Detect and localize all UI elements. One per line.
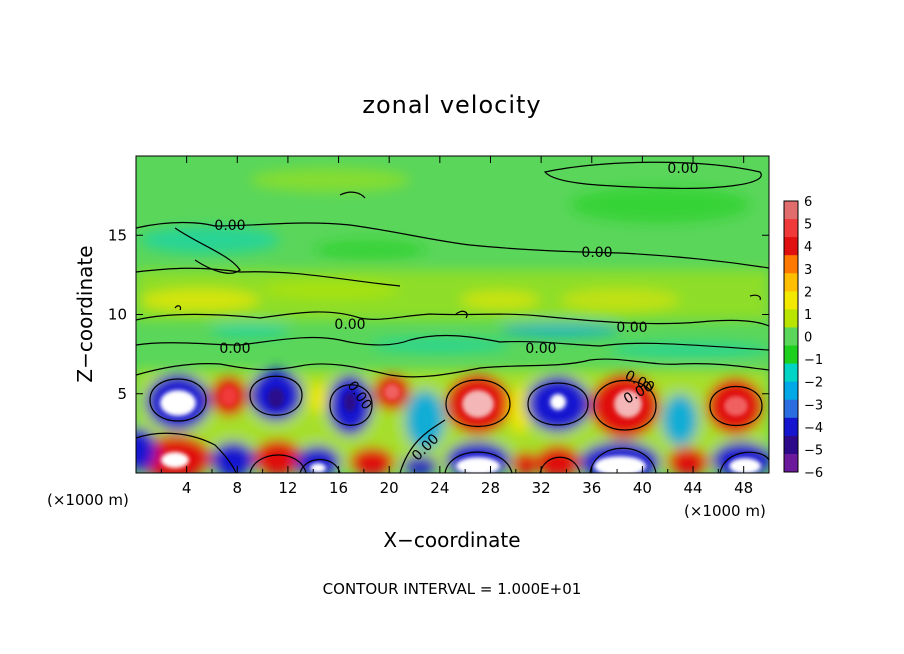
contour-line: [593, 379, 657, 431]
contour-line: [589, 447, 657, 473]
contour-interval-note: CONTOUR INTERVAL = 1.000E+01: [323, 580, 582, 598]
colorbar-swatch: [784, 201, 798, 220]
x-tick-label: 32: [532, 479, 551, 497]
colorbar-swatch: [784, 237, 798, 256]
contour-line: [136, 311, 769, 327]
x-tick-label: 20: [380, 479, 399, 497]
contour-line: [543, 161, 762, 189]
x-tick-label: 48: [734, 479, 753, 497]
colorbar-label: −5: [804, 443, 823, 458]
contour-line: [709, 386, 763, 426]
colorbar-swatch: [784, 381, 798, 401]
contour-lines: [136, 161, 769, 473]
contour-label: 0.00: [616, 320, 647, 336]
contour-label: 0.00: [667, 161, 698, 177]
cell-cores: [160, 384, 761, 473]
x-tick-label: 36: [582, 479, 601, 497]
colorbar-swatch: [784, 399, 798, 419]
x-tick-label: 40: [633, 479, 652, 497]
contour-line: [749, 294, 761, 301]
colorbar-label: −6: [804, 466, 823, 481]
contour-label: 0.00: [581, 245, 612, 261]
chart-title: zonal velocity: [362, 91, 541, 119]
contour-line: [539, 456, 581, 473]
y-axis: 5 10 15: [108, 226, 769, 403]
x-axis: 4 8 12 16 20 24 28 32 36 40 44 48: [160, 156, 753, 497]
contour-line: [444, 451, 513, 473]
colorbar-swatch: [784, 363, 798, 383]
colorbar-swatch: [784, 255, 798, 274]
colorbar-label: −3: [804, 398, 823, 413]
x-tick-label: 8: [233, 479, 243, 497]
x-tick-label: 28: [481, 479, 500, 497]
colorbar-label: −4: [804, 421, 823, 436]
y-tick-label: 10: [108, 306, 127, 324]
contour-line: [399, 419, 446, 473]
colorbar-swatch: [784, 291, 798, 310]
colorbar-swatch: [784, 219, 798, 238]
contour-line: [136, 267, 401, 287]
colorbar-label: 2: [804, 285, 812, 300]
contour-line: [249, 375, 303, 416]
x-tick-label: 44: [683, 479, 702, 497]
colorbar-label: 0: [804, 331, 812, 346]
colorbar-swatch: [784, 273, 798, 292]
contour-line: [149, 378, 207, 422]
colorbar-swatch: [784, 435, 798, 455]
colorbar-label: 4: [804, 240, 812, 255]
colorbar-label: 5: [804, 218, 812, 233]
x-unit-right: (×1000 m): [684, 502, 766, 520]
x-unit-left: (×1000 m): [47, 491, 129, 509]
colorbar-swatch: [784, 453, 798, 473]
colorbar-swatch: [784, 345, 798, 365]
colorbar-label: 1: [804, 308, 812, 323]
contour-line: [136, 334, 769, 351]
colorbar-frame: [783, 200, 799, 473]
contour-line: [454, 310, 468, 319]
colorbar-swatch: [784, 327, 798, 347]
x-tick-label: 12: [278, 479, 297, 497]
colorbar-label: 6: [804, 195, 812, 210]
contour-line: [339, 191, 366, 199]
contour-line: [329, 384, 373, 426]
y-tick-label: 5: [117, 385, 127, 403]
contour-label: 0.00: [219, 341, 250, 357]
y-tick-label: 15: [108, 226, 127, 244]
y-axis-label: Z−coordinate: [73, 245, 97, 382]
contour-line: [136, 221, 769, 269]
velocity-field: [136, 168, 769, 473]
contour-line: [136, 432, 237, 473]
contour-label: 0.00: [214, 218, 245, 234]
x-tick-label: 16: [329, 479, 348, 497]
contour-line: [527, 382, 589, 426]
contour-label: 0.00: [525, 341, 556, 357]
contour-line: [299, 459, 341, 473]
colorbar-swatch: [784, 417, 798, 437]
colorbar-label: −1: [804, 353, 823, 368]
colorbar-swatch: [784, 309, 798, 328]
contour-label: 0.00: [334, 317, 365, 333]
contour-line: [719, 451, 769, 473]
colorbar: 6 5 4 3 2 1 0 −1 −2 −3 −4 −5 −6: [783, 195, 823, 481]
colorbar-label: 3: [804, 263, 812, 278]
x-tick-label: 4: [182, 479, 192, 497]
colorbar-label: −2: [804, 376, 823, 391]
contour-line: [136, 358, 769, 378]
x-tick-label: 24: [430, 479, 449, 497]
contour-line: [174, 305, 182, 311]
x-axis-label: X−coordinate: [383, 528, 520, 552]
plot-area: 0.000.000.000.00 0.000.000.000.000.000.00…: [136, 156, 769, 473]
contour-line: [445, 379, 511, 428]
